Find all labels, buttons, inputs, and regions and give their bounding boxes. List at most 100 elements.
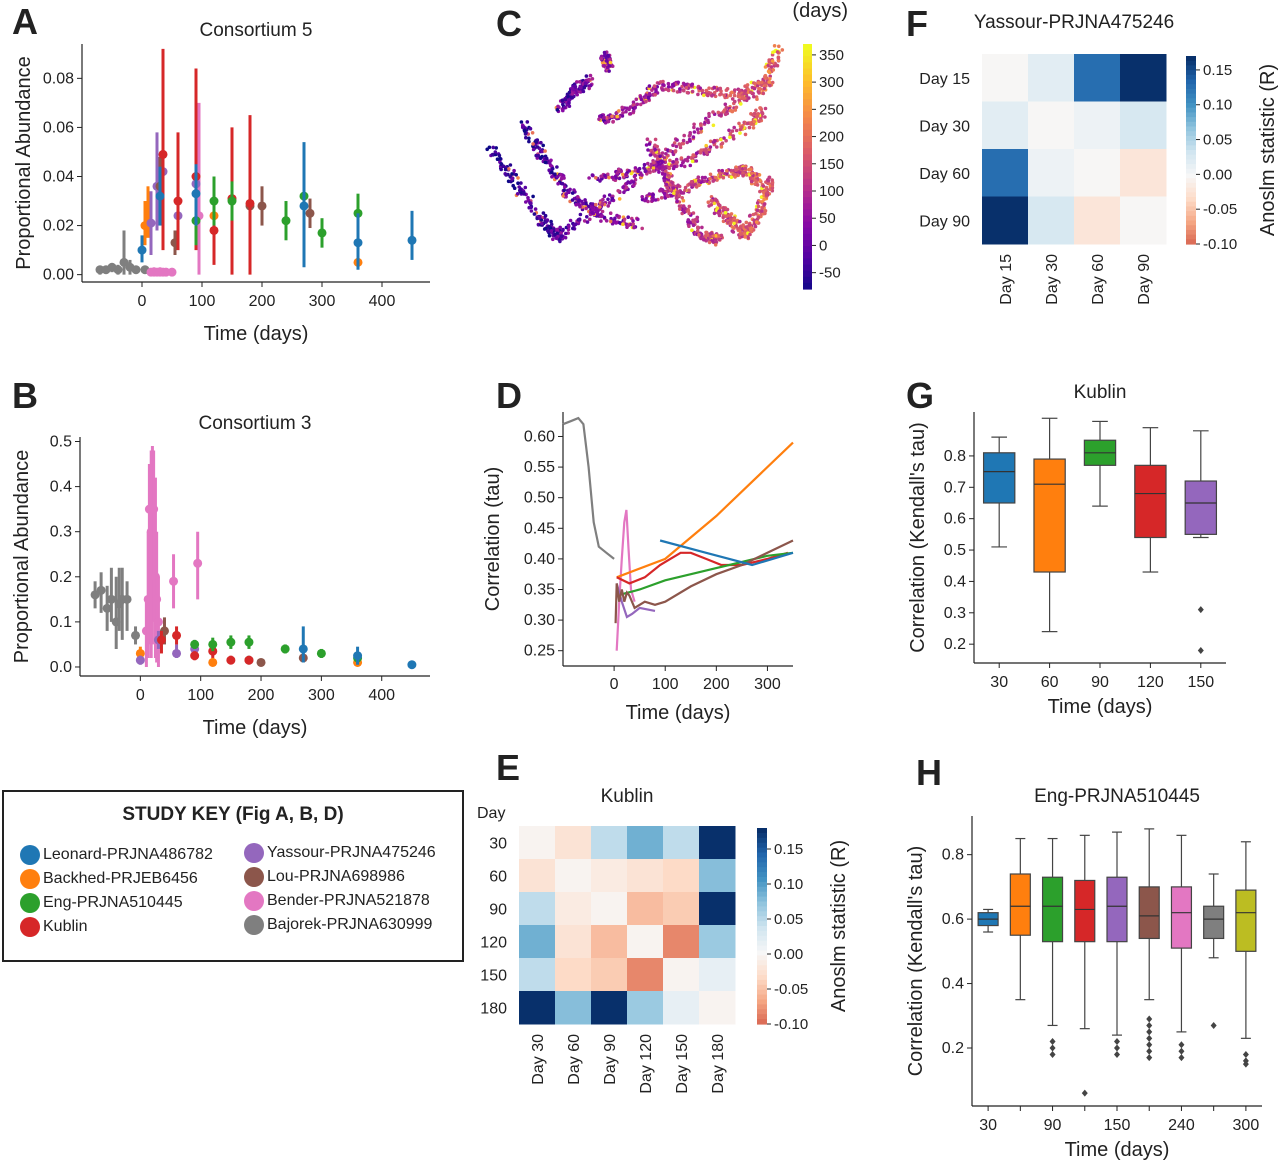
data-point — [102, 603, 112, 613]
embedding-point — [683, 188, 687, 193]
colorbar-segment — [803, 117, 812, 125]
embedding-point — [493, 150, 498, 154]
y-tick-label: 0.3 — [50, 524, 72, 541]
row-label: Day 30 — [919, 118, 970, 135]
embedding-point — [689, 83, 694, 87]
colorbar-segment — [1186, 60, 1196, 66]
heatmap-cell — [699, 892, 736, 926]
embedding-point — [764, 193, 769, 197]
colorbar-segment — [757, 901, 767, 907]
heatmap-cell — [627, 925, 664, 959]
data-point — [317, 228, 327, 238]
embedding-point — [728, 213, 732, 218]
embedding-point — [768, 83, 772, 88]
embedding-point — [747, 223, 752, 227]
embedding-point — [522, 190, 526, 195]
embedding-point — [738, 88, 742, 93]
heatmap-cell — [982, 196, 1029, 245]
y-tick-label: 0.04 — [43, 168, 74, 185]
embedding-point — [549, 158, 553, 163]
embedding-point — [678, 207, 682, 211]
embedding-point — [745, 83, 750, 87]
embedding-point — [519, 120, 524, 124]
embedding-point — [732, 217, 737, 221]
embedding-point — [607, 201, 612, 205]
embedding-point — [549, 229, 554, 233]
data-point — [131, 265, 141, 275]
series-line — [616, 551, 794, 597]
embedding-point — [780, 48, 785, 52]
embedding-point — [651, 166, 656, 170]
embedding-point — [578, 212, 583, 217]
heatmap-cell — [1028, 101, 1075, 150]
colorbar-segment — [757, 994, 767, 1001]
embedding-point — [610, 196, 615, 201]
embedding-point — [772, 44, 777, 48]
embedding-point — [610, 64, 615, 68]
colorbar-segment — [803, 74, 812, 82]
colorbar-segment — [1186, 197, 1196, 203]
embedding-point — [690, 159, 695, 164]
colorbar-segment — [1186, 107, 1196, 113]
colorbar-segment — [757, 916, 767, 922]
embedding-point — [559, 234, 564, 238]
data-point — [131, 630, 141, 640]
embedding-point — [746, 235, 750, 240]
embedding-point — [728, 218, 733, 222]
embedding-point — [732, 93, 737, 98]
embedding-point — [732, 221, 736, 226]
embedding-point — [528, 201, 532, 205]
embedding-point — [582, 219, 587, 223]
embedding-point — [624, 109, 628, 114]
embedding-point — [516, 176, 520, 180]
embedding-point — [617, 109, 621, 113]
colorbar-segment — [803, 233, 812, 241]
embedding-point — [603, 173, 607, 178]
colorbar-tick-label: -0.10 — [774, 1016, 808, 1033]
embedding-point — [738, 166, 743, 171]
embedding-point — [652, 160, 656, 165]
heatmap-cell — [627, 958, 664, 992]
embedding-point — [721, 215, 725, 220]
embedding-point — [582, 86, 587, 90]
colorbar-segment — [1186, 225, 1196, 231]
flier — [1146, 1054, 1153, 1062]
heatmap-cell — [699, 826, 736, 860]
embedding-point — [708, 235, 712, 239]
data-point — [226, 637, 236, 647]
colorbar-segment — [803, 44, 812, 51]
colorbar-segment — [757, 852, 767, 858]
embedding-point — [621, 222, 625, 226]
embedding-point — [675, 160, 679, 165]
embedding-point — [711, 123, 716, 128]
col-label: Day 60 — [1090, 254, 1107, 305]
embedding-point — [617, 167, 621, 172]
study-key-item: Kublin — [20, 917, 87, 937]
embedding-point — [707, 240, 712, 245]
colorbar-label: Anoslm statistic (R) — [1257, 64, 1279, 236]
chart-title: Kublin — [1074, 382, 1127, 403]
embedding-point — [704, 143, 708, 148]
row-label: 90 — [489, 902, 507, 919]
embedding-point — [640, 173, 644, 177]
legend-label: Yassour-PRJNA475246 — [267, 844, 436, 861]
embedding-point — [567, 224, 571, 229]
embedding-point — [498, 156, 503, 161]
x-axis-label: Time (days) — [1048, 696, 1153, 718]
x-axis-label: Time (days) — [626, 702, 731, 724]
embedding-point — [748, 232, 752, 237]
x-tick-label: 300 — [1233, 1117, 1260, 1134]
embedding-point — [588, 73, 593, 78]
embedding-point — [622, 217, 627, 222]
embedding-point — [600, 209, 605, 214]
series-line — [659, 539, 794, 567]
embedding-point — [763, 106, 768, 111]
embedding-point — [695, 127, 700, 131]
colorbar-segment — [757, 1004, 767, 1010]
embedding-point — [675, 138, 679, 142]
embedding-point — [590, 202, 595, 206]
embedding-point — [744, 225, 748, 229]
colorbar-segment — [803, 246, 812, 253]
embedding-point — [572, 188, 576, 192]
flier — [1114, 1038, 1120, 1046]
